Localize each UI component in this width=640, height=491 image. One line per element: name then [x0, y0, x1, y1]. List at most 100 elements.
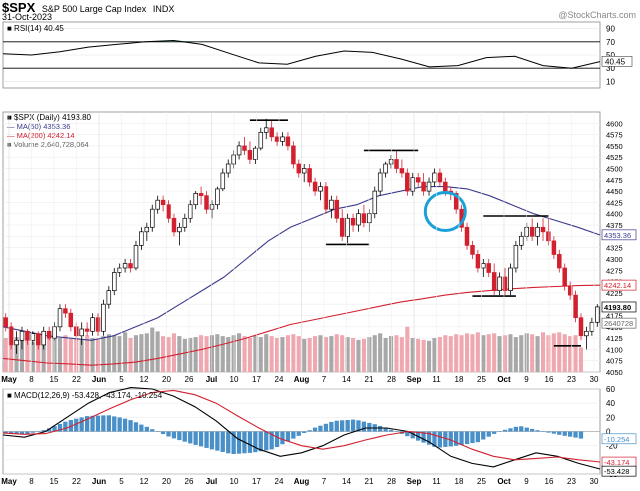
macd-histogram-bar [90, 415, 95, 432]
volume-bar [361, 338, 366, 372]
price-tick-label: 4575 [606, 131, 623, 140]
volume-bar [557, 332, 562, 372]
macd-histogram-bar [546, 431, 551, 433]
price-tick-label: 4500 [606, 165, 623, 174]
macd-x-tick-label: 10 [230, 477, 239, 486]
macd-histogram-bar [63, 421, 68, 432]
volume-bar [155, 331, 160, 372]
macd-histogram-bar [171, 431, 177, 439]
macd-tick-label: -20 [606, 442, 618, 451]
candle-down [8, 326, 14, 346]
macd-histogram-bar [383, 427, 388, 432]
rsi-tick-label: 90 [606, 25, 615, 34]
macd-histogram-bar [274, 431, 280, 447]
candle-up [372, 190, 378, 215]
macd-histogram-bar [578, 431, 584, 439]
close-value-label: 4193.80 [604, 303, 631, 312]
volume-bar [133, 335, 138, 372]
volume-bar [269, 336, 274, 372]
macd-histogram-bar [41, 430, 46, 432]
volume-bar [372, 335, 377, 372]
volume-bar [237, 333, 242, 372]
volume-bar [57, 338, 62, 372]
signal-line [2, 389, 601, 463]
candle-up [155, 199, 160, 210]
macd-histogram-bar [519, 426, 524, 432]
candle-up [497, 276, 502, 291]
macd-tick-label: 40 [606, 399, 615, 408]
macd-x-tick-label: 18 [455, 477, 464, 486]
x-tick-label: Oct [497, 375, 511, 384]
volume-bar [285, 335, 290, 372]
candle-up [193, 193, 198, 206]
volume-bar [389, 336, 394, 372]
x-tick-label: 5 [119, 375, 124, 384]
macd-x-tick-label: Aug [294, 477, 310, 486]
candle-down [25, 330, 30, 341]
macd-histogram-bar [133, 422, 139, 432]
volume-bar [481, 335, 486, 372]
price-tick-label: 4275 [606, 266, 623, 275]
macd-histogram-bar [177, 431, 182, 441]
candle-down [551, 240, 557, 255]
macd-x-tick-label: 9 [524, 477, 529, 486]
candle-down [242, 145, 247, 151]
macd-histogram-bar [388, 429, 394, 432]
volume-bar [47, 336, 52, 372]
volume-bar [492, 333, 497, 372]
candle-up [122, 263, 128, 269]
macd-histogram-bar [356, 420, 361, 432]
candle-down [334, 199, 340, 219]
candle-down [567, 285, 573, 296]
macd-histogram-bar [188, 431, 193, 444]
volume-bar [226, 337, 231, 372]
macd-histogram-bar [405, 431, 410, 437]
x-tick-label: 21 [365, 375, 374, 384]
candle-down [46, 330, 52, 339]
volume-bar [459, 335, 464, 372]
macd-histogram-bar [562, 431, 567, 436]
macd-histogram-bar [350, 419, 356, 432]
macd-histogram-bar [117, 417, 122, 432]
volume-bar [578, 347, 583, 372]
volume-bar [68, 338, 73, 372]
x-tick-label: 28 [387, 375, 396, 384]
volume-bar [405, 326, 410, 372]
volume-bar [242, 336, 247, 372]
macd-histogram-bar [57, 423, 63, 432]
candle-up [584, 330, 589, 337]
volume-bar [150, 327, 155, 372]
candle-up [79, 328, 84, 337]
candle-up [41, 330, 46, 346]
candle-up [106, 290, 112, 305]
candle-down [557, 254, 562, 269]
candle-down [464, 226, 470, 246]
volume-bar [465, 333, 470, 372]
volume-bar [14, 337, 19, 372]
x-tick-label: 30 [590, 375, 599, 384]
candle-down [166, 204, 171, 219]
macd-tick-label: 0 [606, 428, 611, 437]
volume-bar [454, 334, 459, 372]
candle-up [144, 226, 150, 233]
macd-histogram-bar [85, 416, 90, 432]
candle-down [437, 172, 443, 183]
price-tick-label: 4075 [606, 357, 623, 366]
x-tick-label: 26 [185, 375, 194, 384]
candle-down [350, 217, 356, 226]
macd-histogram-bar [464, 431, 470, 445]
macd-histogram-bar [204, 431, 209, 448]
volume-bar [551, 333, 556, 372]
volume-bar [231, 335, 236, 372]
candle-up [329, 199, 334, 210]
macd-histogram-bar [19, 431, 25, 435]
macd-histogram-bar [475, 431, 480, 443]
candle-up [589, 321, 595, 332]
candle-up [383, 163, 388, 174]
macd-histogram-bar [258, 431, 263, 452]
ma200-value-label: 4242.14 [604, 281, 631, 290]
chart-date: 31-Oct-2023 [2, 12, 53, 22]
volume-bar [291, 334, 296, 372]
candle-up [139, 231, 144, 246]
candle-down [578, 317, 584, 337]
